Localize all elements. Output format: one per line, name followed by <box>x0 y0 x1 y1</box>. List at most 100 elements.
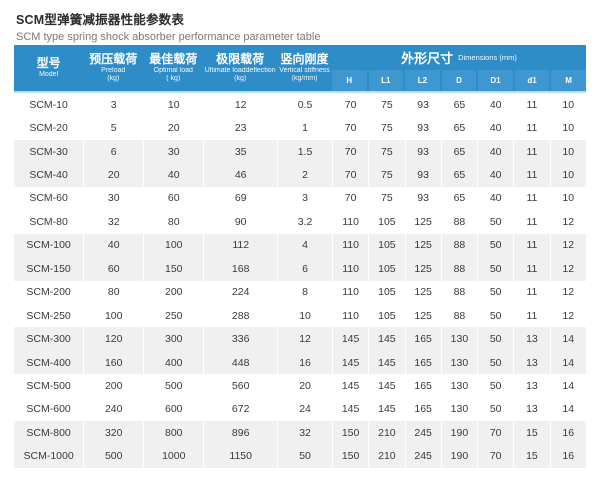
cell-ultimate-load: 1150 <box>203 444 277 468</box>
cell-preload: 120 <box>83 327 143 351</box>
cell-d1: 40 <box>477 163 513 187</box>
table-row: SCM-300 120 300 336 12 145 145 165 130 50 13 14 <box>14 327 586 351</box>
cell-d: 88 <box>440 303 477 328</box>
cell-vertical-stiffness: 6 <box>277 257 332 281</box>
cell-preload: 3 <box>83 93 143 117</box>
cell-m1: 11 <box>513 139 549 164</box>
column-header-d: D <box>439 70 477 91</box>
cell-h: 150 <box>331 421 368 445</box>
cell-m1: 15 <box>513 421 549 445</box>
column-header-preload-unit: (kg) <box>107 75 120 83</box>
cell-d: 130 <box>440 397 477 422</box>
column-header-ultimate-load-unit: (kg) <box>234 75 247 83</box>
cell-preload: 20 <box>83 163 143 187</box>
cell-ultimate-load: 90 <box>203 210 277 234</box>
column-header-model: 型号 Model <box>14 45 83 91</box>
cell-m: 12 <box>549 233 586 258</box>
cell-d: 88 <box>440 257 477 281</box>
cell-ultimate-load: 336 <box>203 327 277 351</box>
cell-m: 12 <box>549 280 586 304</box>
cell-vertical-stiffness: 1.5 <box>277 139 332 164</box>
cell-vertical-stiffness: 24 <box>277 397 332 422</box>
cell-ultimate-load: 224 <box>203 280 277 304</box>
cell-optimal-load: 40 <box>143 163 203 187</box>
column-header-vertical-stiffness-en: Vertical stiffness <box>279 67 330 75</box>
table-row: SCM-20 5 20 23 1 70 75 93 65 40 11 10 <box>14 116 586 140</box>
cell-m: 16 <box>549 421 586 445</box>
cell-model: SCM-300 <box>26 333 71 346</box>
table-row: SCM-40 20 40 46 2 70 75 93 65 40 11 10 <box>14 163 586 187</box>
spec-table: 型号 Model 预压载荷 Preload (kg) 最佳载荷 Optimal … <box>14 45 586 468</box>
cell-optimal-load: 300 <box>143 327 203 351</box>
cell-ultimate-load: 46 <box>203 163 277 187</box>
table-row: SCM-250 100 250 288 10 110 105 125 88 50 11 12 <box>14 303 586 328</box>
table-header: 型号 Model 预压载荷 Preload (kg) 最佳载荷 Optimal … <box>14 45 586 93</box>
column-header-l1: L1 <box>366 70 404 91</box>
cell-vertical-stiffness: 16 <box>277 350 332 375</box>
cell-h: 145 <box>331 327 368 351</box>
cell-model: SCM-500 <box>26 379 71 392</box>
cell-h: 145 <box>331 374 368 398</box>
cell-d1: 50 <box>477 327 513 351</box>
cell-l1: 210 <box>368 421 404 445</box>
cell-optimal-load: 60 <box>143 186 203 211</box>
cell-ultimate-load: 896 <box>203 421 277 445</box>
table-row: SCM-200 80 200 224 8 110 105 125 88 50 11 12 <box>14 280 586 304</box>
cell-d: 65 <box>440 163 477 187</box>
column-header-optimal-load-en: Optimal load <box>153 67 193 75</box>
cell-l1: 145 <box>368 327 404 351</box>
cell-model: SCM-10 <box>29 98 68 111</box>
cell-l1: 75 <box>368 139 404 164</box>
table-row: SCM-60 30 60 69 3 70 75 93 65 40 11 10 <box>14 186 586 211</box>
cell-model: SCM-40 <box>29 169 68 182</box>
cell-m: 14 <box>549 350 586 375</box>
cell-preload: 5 <box>83 116 143 140</box>
cell-l2: 165 <box>404 327 441 351</box>
cell-model: SCM-200 <box>26 286 71 299</box>
cell-l2: 125 <box>404 257 441 281</box>
cell-d1: 70 <box>477 421 513 445</box>
cell-h: 110 <box>331 233 368 258</box>
cell-l1: 105 <box>368 280 404 304</box>
cell-model: SCM-400 <box>26 356 71 369</box>
cell-m1: 13 <box>513 327 549 351</box>
cell-d: 88 <box>440 233 477 258</box>
cell-vertical-stiffness: 4 <box>277 233 332 258</box>
cell-optimal-load: 10 <box>143 93 203 117</box>
cell-preload: 500 <box>83 444 143 468</box>
cell-d1: 40 <box>477 139 513 164</box>
cell-h: 110 <box>331 257 368 281</box>
cell-d: 130 <box>440 350 477 375</box>
cell-d: 65 <box>440 93 477 117</box>
cell-optimal-load: 600 <box>143 397 203 422</box>
cell-l2: 93 <box>404 116 441 140</box>
cell-vertical-stiffness: 2 <box>277 163 332 187</box>
cell-l1: 145 <box>368 374 404 398</box>
cell-model: SCM-1000 <box>23 450 74 463</box>
cell-l1: 105 <box>368 303 404 328</box>
table-body: SCM-10 3 10 12 0.5 70 75 93 65 40 11 10 SCM-20 5 20 23 1… <box>14 93 586 468</box>
cell-ultimate-load: 12 <box>203 93 277 117</box>
cell-d1: 50 <box>477 257 513 281</box>
cell-model: SCM-20 <box>29 122 68 135</box>
cell-d1: 50 <box>477 303 513 328</box>
column-header-ultimate-load-en: Ultimate loaddeflection <box>204 67 276 75</box>
cell-m: 14 <box>549 374 586 398</box>
cell-preload: 30 <box>83 186 143 211</box>
table-row: SCM-150 60 150 168 6 110 105 125 88 50 11 12 <box>14 257 586 281</box>
table-row: SCM-1000 500 1000 1150 50 150 210 245 190 70 15 16 <box>14 444 586 468</box>
cell-optimal-load: 1000 <box>143 444 203 468</box>
cell-m: 10 <box>549 93 586 117</box>
column-header-optimal-load: 最佳载荷 Optimal load ( kg) <box>143 45 203 91</box>
cell-vertical-stiffness: 8 <box>277 280 332 304</box>
cell-l2: 125 <box>404 210 441 234</box>
cell-d: 88 <box>440 280 477 304</box>
cell-m: 16 <box>549 444 586 468</box>
cell-preload: 100 <box>83 303 143 328</box>
cell-m: 14 <box>549 327 586 351</box>
cell-ultimate-load: 168 <box>203 257 277 281</box>
cell-l2: 165 <box>404 350 441 375</box>
cell-optimal-load: 150 <box>143 257 203 281</box>
cell-d1: 50 <box>477 210 513 234</box>
cell-m1: 13 <box>513 374 549 398</box>
